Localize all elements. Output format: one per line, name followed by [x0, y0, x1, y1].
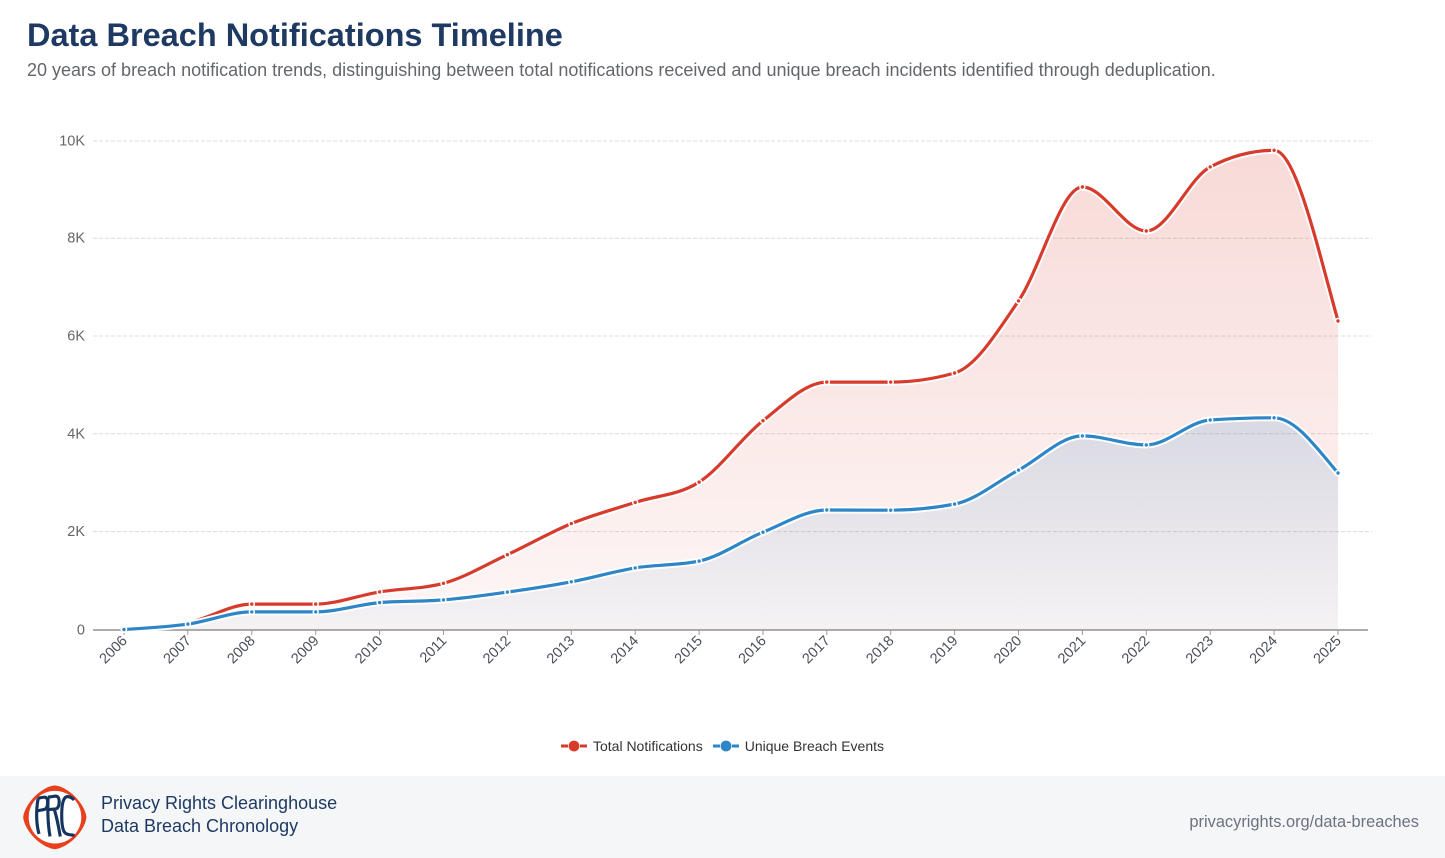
- svg-text:2018: 2018: [863, 633, 897, 667]
- svg-text:2014: 2014: [608, 633, 642, 667]
- svg-text:2023: 2023: [1183, 633, 1217, 667]
- svg-text:10K: 10K: [59, 134, 85, 150]
- svg-text:2010: 2010: [352, 633, 386, 667]
- svg-text:2015: 2015: [672, 633, 706, 667]
- svg-text:6K: 6K: [67, 329, 85, 345]
- svg-text:2025: 2025: [1311, 633, 1345, 667]
- svg-text:2008: 2008: [224, 633, 258, 667]
- svg-text:2007: 2007: [161, 633, 195, 667]
- svg-text:0: 0: [77, 623, 85, 639]
- svg-text:2009: 2009: [288, 633, 322, 667]
- svg-text:2020: 2020: [991, 633, 1025, 667]
- svg-text:2K: 2K: [67, 524, 85, 540]
- svg-text:8K: 8K: [67, 231, 85, 247]
- svg-text:2019: 2019: [927, 633, 961, 667]
- svg-text:2011: 2011: [417, 633, 450, 666]
- svg-text:2021: 2021: [1055, 633, 1089, 667]
- svg-text:2024: 2024: [1247, 633, 1281, 667]
- svg-text:2022: 2022: [1119, 633, 1153, 667]
- svg-text:2006: 2006: [97, 633, 131, 667]
- svg-text:4K: 4K: [67, 426, 85, 442]
- svg-text:2017: 2017: [799, 633, 833, 667]
- svg-text:2012: 2012: [480, 633, 514, 667]
- svg-text:2013: 2013: [544, 633, 578, 667]
- svg-text:2016: 2016: [736, 633, 770, 667]
